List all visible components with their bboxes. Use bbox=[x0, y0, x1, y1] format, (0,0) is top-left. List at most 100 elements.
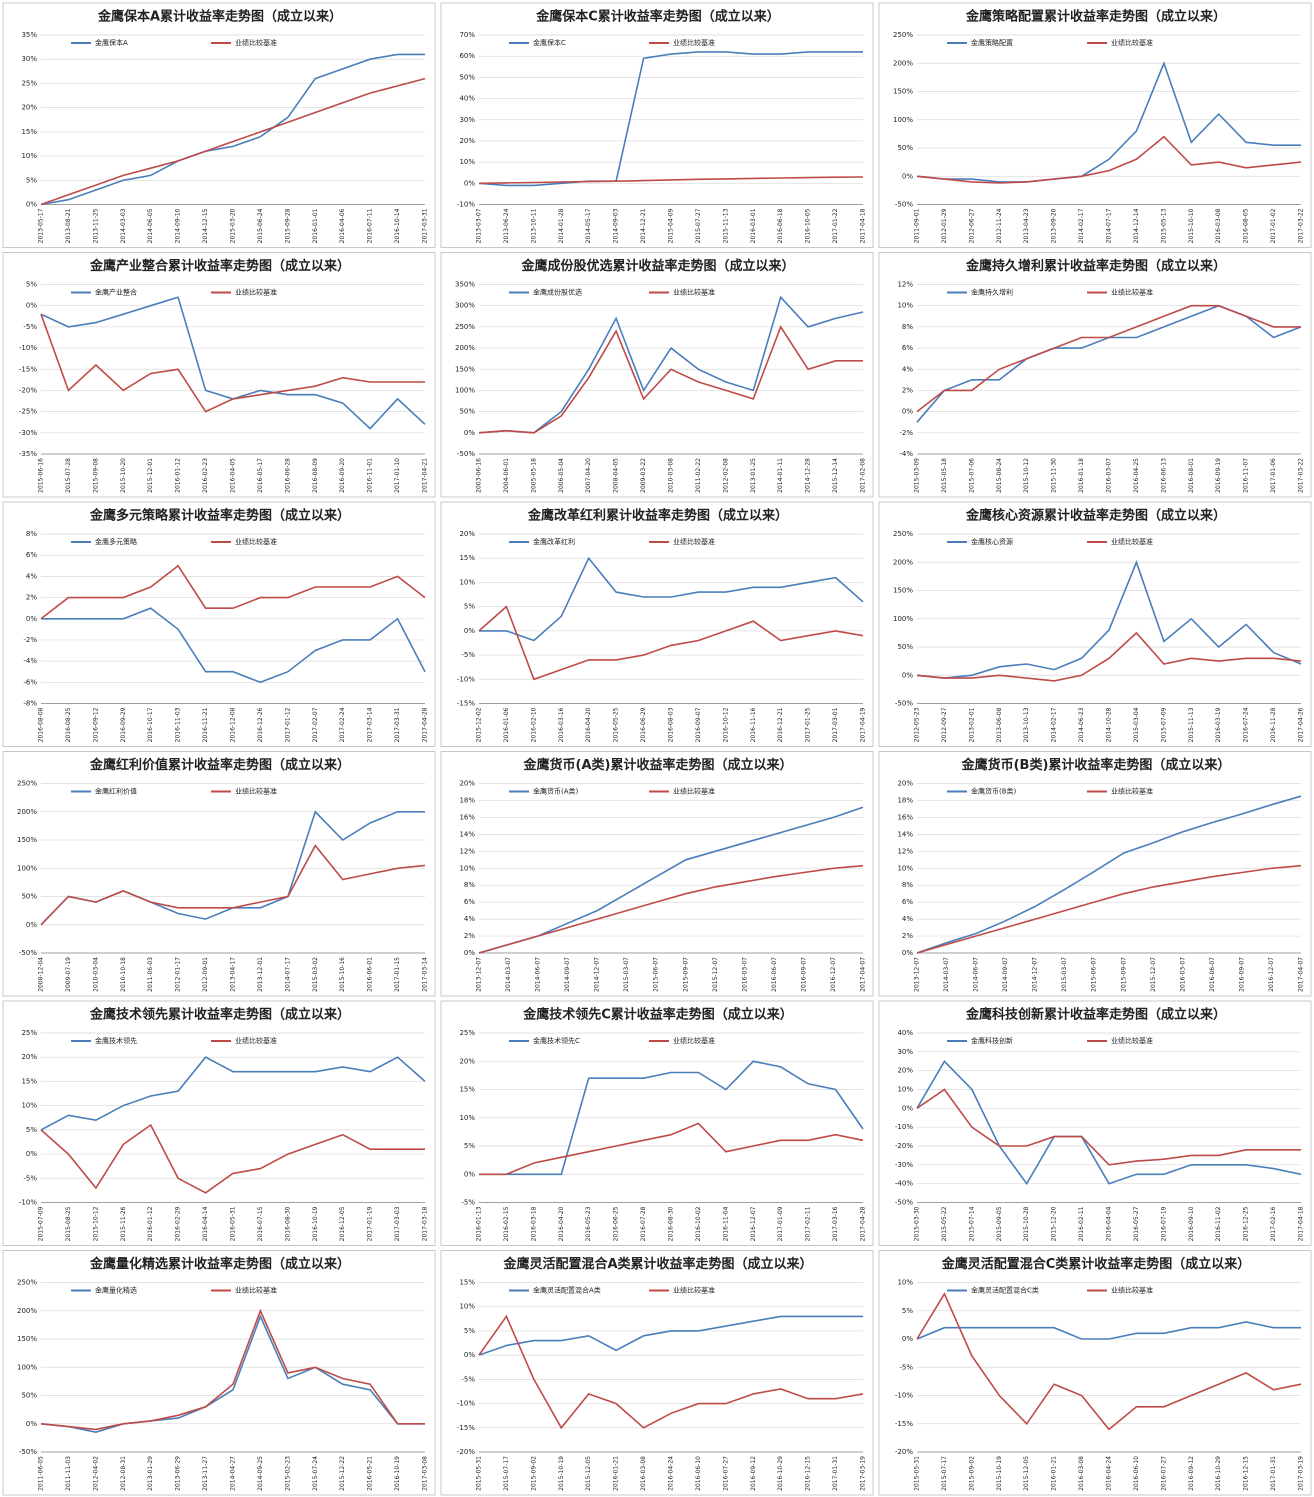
x-tick-label: 2015-11-26 bbox=[120, 1206, 127, 1241]
x-tick-label: 2015-09-05 bbox=[996, 1206, 1003, 1241]
x-tick-label: 2016-03-16 bbox=[558, 707, 565, 742]
y-tick-label: 200% bbox=[893, 558, 913, 566]
y-tick-label: 30% bbox=[21, 55, 37, 63]
legend-label: 业绩比较基准 bbox=[235, 1286, 277, 1295]
x-tick-label: 2017-01-15 bbox=[394, 957, 401, 992]
x-tick-label: 2014-10-28 bbox=[1106, 707, 1113, 742]
y-tick-label: 4% bbox=[464, 915, 475, 923]
series-line bbox=[478, 605, 864, 681]
x-tick-label: 2015-07-06 bbox=[968, 458, 975, 493]
y-tick-label: -10% bbox=[457, 675, 475, 683]
y-tick-label: 0% bbox=[464, 429, 475, 437]
y-tick-label: 10% bbox=[459, 1114, 475, 1122]
legend-label: 业绩比较基准 bbox=[1111, 288, 1153, 297]
x-tick-label: 2015-11-13 bbox=[1188, 707, 1195, 742]
x-tick-label: 2014-03-03 bbox=[120, 208, 127, 243]
y-tick-label: 2% bbox=[902, 386, 913, 394]
legend-label: 金鹰保本A bbox=[95, 38, 128, 47]
y-tick-label: -50% bbox=[19, 1448, 37, 1456]
x-tick-label: 2017-01-31 bbox=[1270, 1456, 1277, 1491]
y-tick-label: 10% bbox=[459, 864, 475, 872]
x-tick-label: 2013-12-01 bbox=[257, 957, 264, 992]
legend-label: 业绩比较基准 bbox=[235, 787, 277, 796]
x-tick-label: 2006-05-04 bbox=[558, 458, 565, 493]
x-tick-label: 2013-05-17 bbox=[38, 208, 45, 243]
x-tick-label: 2014-06-07 bbox=[973, 957, 980, 992]
x-tick-label: 2003-06-16 bbox=[476, 458, 483, 493]
x-tick-label: 2016-12-05 bbox=[339, 1206, 346, 1241]
x-tick-label: 2015-07-09 bbox=[38, 1206, 45, 1241]
series-line bbox=[40, 77, 426, 206]
x-tick-label: 2013-01-25 bbox=[750, 458, 757, 493]
x-tick-label: 2014-07-17 bbox=[1106, 208, 1113, 243]
y-tick-label: 16% bbox=[459, 813, 475, 821]
y-tick-label: 5% bbox=[26, 281, 37, 289]
x-tick-label: 2015-03-02 bbox=[312, 957, 319, 992]
x-tick-label: 2017-03-22 bbox=[1298, 208, 1305, 243]
x-tick-label: 2008-04-05 bbox=[613, 458, 620, 493]
x-tick-label: 2016-10-19 bbox=[312, 1206, 319, 1241]
chart-title: 金鹰灵活配置混合C类累计收益率走势图（成立以来） bbox=[941, 1256, 1251, 1272]
x-tick-label: 2016-12-21 bbox=[777, 707, 784, 742]
x-tick-label: 2016-03-08 bbox=[1078, 1456, 1085, 1491]
x-tick-label: 2015-12-05 bbox=[585, 1456, 592, 1491]
x-tick-label: 2013-10-13 bbox=[1023, 707, 1030, 742]
series-line bbox=[479, 1122, 864, 1176]
legend-label: 金鹰货币(B类) bbox=[971, 787, 1017, 796]
x-tick-label: 2013-09-20 bbox=[1051, 208, 1058, 243]
y-tick-label: 0% bbox=[26, 1150, 37, 1158]
x-tick-label: 2017-03-14 bbox=[367, 707, 374, 742]
x-tick-label: 2016-10-29 bbox=[1215, 1456, 1222, 1491]
x-tick-label: 2017-01-09 bbox=[777, 1206, 784, 1241]
x-tick-label: 2014-09-07 bbox=[1002, 957, 1009, 992]
y-tick-label: 20% bbox=[21, 1053, 37, 1061]
x-tick-label: 2016-12-15 bbox=[805, 1456, 812, 1491]
x-tick-label: 2016-08-08 bbox=[38, 707, 45, 742]
y-tick-label: 50% bbox=[459, 73, 475, 81]
y-tick-label: -30% bbox=[895, 1161, 913, 1169]
y-tick-label: -4% bbox=[23, 657, 37, 665]
y-tick-label: 100% bbox=[17, 864, 37, 872]
y-tick-label: -15% bbox=[895, 1420, 913, 1428]
series-line bbox=[478, 176, 864, 185]
x-tick-label: 2015-03-09 bbox=[914, 458, 921, 493]
x-tick-label: 2016-11-28 bbox=[1270, 707, 1277, 742]
series-line bbox=[916, 795, 1302, 954]
y-tick-label: 60% bbox=[459, 52, 475, 60]
y-tick-label: -5% bbox=[899, 1363, 913, 1371]
x-tick-label: 2016-12-07 bbox=[830, 957, 837, 992]
y-tick-label: 150% bbox=[17, 1335, 37, 1343]
y-tick-label: 8% bbox=[902, 881, 913, 889]
series-line bbox=[40, 1056, 426, 1131]
y-tick-label: -15% bbox=[457, 1424, 475, 1432]
chart-title: 金鹰策略配置累计收益率走势图（成立以来） bbox=[965, 9, 1226, 25]
x-tick-label: 2013-08-21 bbox=[65, 208, 72, 243]
x-tick-label: 2015-07-09 bbox=[1160, 707, 1167, 742]
x-tick-label: 2014-12-15 bbox=[202, 208, 209, 243]
x-tick-label: 2014-02-17 bbox=[1078, 208, 1085, 243]
legend-label: 业绩比较基准 bbox=[673, 787, 715, 796]
x-tick-label: 2013-12-07 bbox=[476, 957, 483, 992]
y-tick-label: 0% bbox=[902, 1335, 913, 1343]
series-line bbox=[916, 1292, 1302, 1431]
chart-title: 金鹰量化精选累计收益率走势图（成立以来） bbox=[89, 1256, 350, 1272]
x-tick-label: 2015-06-16 bbox=[38, 458, 45, 493]
x-tick-label: 2016-02-29 bbox=[175, 1206, 182, 1241]
y-tick-label: 200% bbox=[17, 1307, 37, 1315]
x-tick-label: 2011-09-01 bbox=[914, 208, 921, 243]
x-tick-label: 2013-01-29 bbox=[147, 1456, 154, 1491]
x-tick-label: 2016-06-07 bbox=[1209, 957, 1216, 992]
x-tick-label: 2017-01-31 bbox=[832, 1456, 839, 1491]
x-tick-label: 2016-06-10 bbox=[695, 1456, 702, 1491]
y-tick-label: 10% bbox=[897, 864, 913, 872]
x-tick-label: 2016-09-07 bbox=[800, 957, 807, 992]
x-tick-label: 2012-09-01 bbox=[202, 957, 209, 992]
x-tick-label: 2016-08-25 bbox=[65, 707, 72, 742]
series-line bbox=[478, 1315, 863, 1356]
chart-title: 金鹰灵活配置混合A类累计收益率走势图（成立以来） bbox=[502, 1256, 812, 1272]
x-tick-label: 2015-05-31 bbox=[476, 1456, 483, 1491]
legend-label: 业绩比较基准 bbox=[673, 288, 715, 297]
y-tick-label: -5% bbox=[461, 651, 475, 659]
x-tick-label: 2017-03-08 bbox=[422, 1456, 429, 1491]
y-tick-label: 20% bbox=[21, 104, 37, 112]
